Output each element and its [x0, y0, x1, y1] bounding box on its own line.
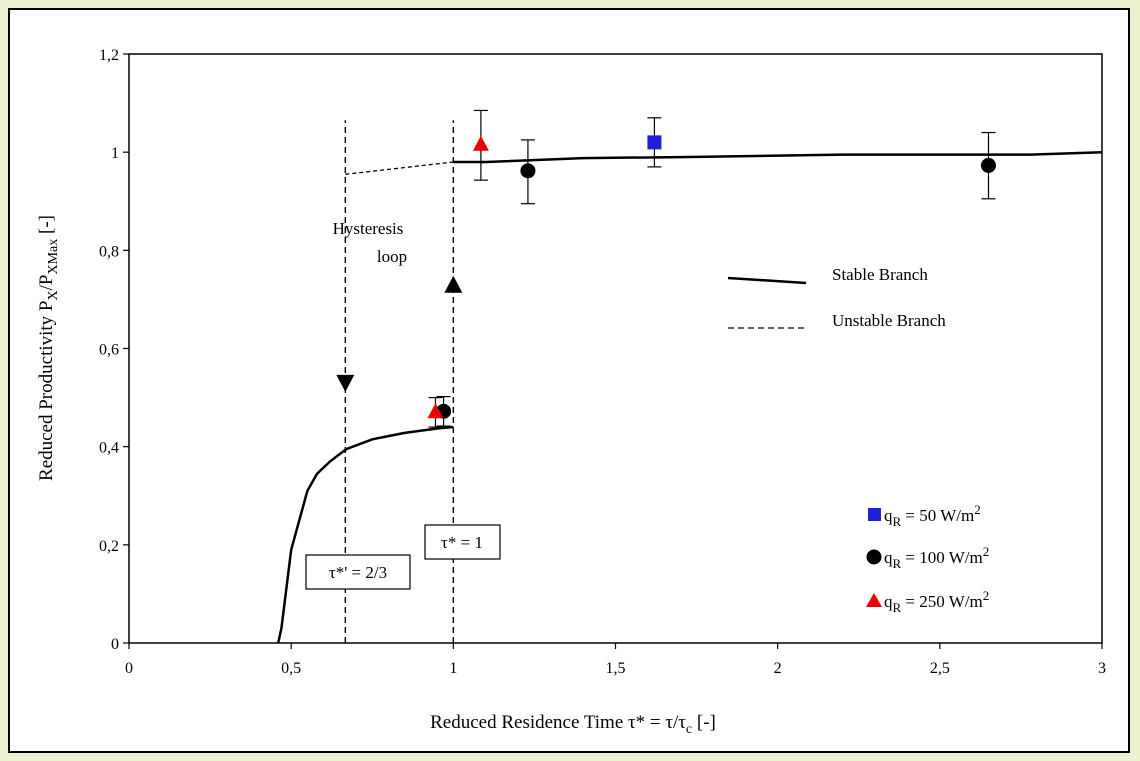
tau-2-3-label: τ*' = 2/3	[329, 563, 387, 582]
x-tick-label: 2,5	[930, 660, 950, 677]
x-tick-label: 1,5	[606, 660, 626, 677]
x-tick-label: 3	[1098, 660, 1106, 677]
y-tick-label: 1,2	[99, 47, 119, 64]
chart-frame: 0 0,5 1 1,5 2 2,5 3 0 0,2 0,4 0,6 0,8 1 1,2 Reduced R…	[8, 8, 1130, 753]
y-tick-label: 0,4	[99, 440, 119, 457]
stable-branch-line	[276, 425, 454, 644]
x-tick-label: 0,5	[281, 660, 301, 677]
legend-100-marker	[866, 549, 882, 565]
tau-1-box	[424, 524, 501, 560]
legend-50-label: qR = 50 W/m2	[884, 502, 981, 529]
x-axis-label-main: Reduced Residence Time τ* = τ/τ	[430, 712, 686, 733]
y-tick-label: 1	[111, 145, 119, 162]
y-axis-label-sub1: X	[46, 290, 61, 300]
legend-250-marker	[866, 593, 882, 607]
hysteresis-label-line2: loop	[377, 247, 407, 266]
y-axis-label-end: [-]	[36, 215, 57, 239]
data-point-triangle	[427, 403, 444, 419]
y-tick-label: 0,8	[99, 243, 119, 260]
legend-250-label: qR = 250 W/m2	[884, 588, 989, 615]
threshold-arrow-up	[444, 275, 463, 293]
legend-stable-label: Stable Branch	[832, 265, 928, 284]
x-tick-label: 2	[774, 660, 782, 677]
data-point-square	[647, 135, 662, 150]
y-axis-label-sub2: XMax	[46, 239, 61, 275]
y-axis-label-slash: /P	[36, 275, 57, 291]
threshold-arrow-down	[336, 374, 355, 392]
tau-2-3-box	[305, 554, 411, 590]
plot-area	[128, 53, 1103, 644]
legend-50-marker	[868, 508, 881, 521]
axis-ticks: 0 0,5 1 1,5 2 2,5 3 0 0,2 0,4 0,6 0,8 1 1,2	[99, 47, 1106, 677]
branch-lines	[276, 150, 1103, 644]
x-axis-label-sub: c	[686, 722, 692, 737]
x-axis-label-end: [-]	[692, 712, 716, 733]
y-axis-label: Reduced Productivity PX/PXMax [-]	[36, 215, 61, 481]
threshold-lines	[336, 120, 463, 643]
legend-100-label: qR = 100 W/m2	[884, 544, 989, 571]
x-tick-label: 0	[125, 660, 133, 677]
y-axis-label-main: Reduced Productivity P	[36, 301, 57, 481]
data-points	[427, 109, 996, 428]
stable-branch-line	[453, 150, 1103, 164]
legend-stable-swatch	[727, 276, 807, 285]
y-tick-label: 0,2	[99, 538, 119, 555]
legend-markers: qR = 50 W/m2 qR = 100 W/m2 qR = 250 W/m2	[866, 502, 989, 615]
y-tick-label: 0,6	[99, 342, 119, 359]
plot-border	[128, 53, 1103, 644]
y-tick-label: 0	[111, 636, 119, 653]
x-tick-label: 1	[449, 660, 457, 677]
legend-lines: Stable Branch Unstable Branch	[727, 265, 946, 330]
hysteresis-label-line1: Hysteresis	[333, 219, 404, 238]
chart-svg: 0 0,5 1 1,5 2 2,5 3 0 0,2 0,4 0,6 0,8 1 1,2 Reduced R…	[36, 47, 1106, 737]
tau-1-label: τ* = 1	[441, 533, 483, 552]
annotations: Hysteresis loop τ*' = 2/3 τ* = 1	[305, 219, 501, 590]
data-point-triangle	[472, 135, 489, 151]
data-point-circle	[520, 163, 536, 179]
data-point-circle	[980, 157, 996, 173]
legend-unstable-label: Unstable Branch	[832, 311, 946, 330]
x-axis-label: Reduced Residence Time τ* = τ/τc [-]	[430, 712, 716, 737]
